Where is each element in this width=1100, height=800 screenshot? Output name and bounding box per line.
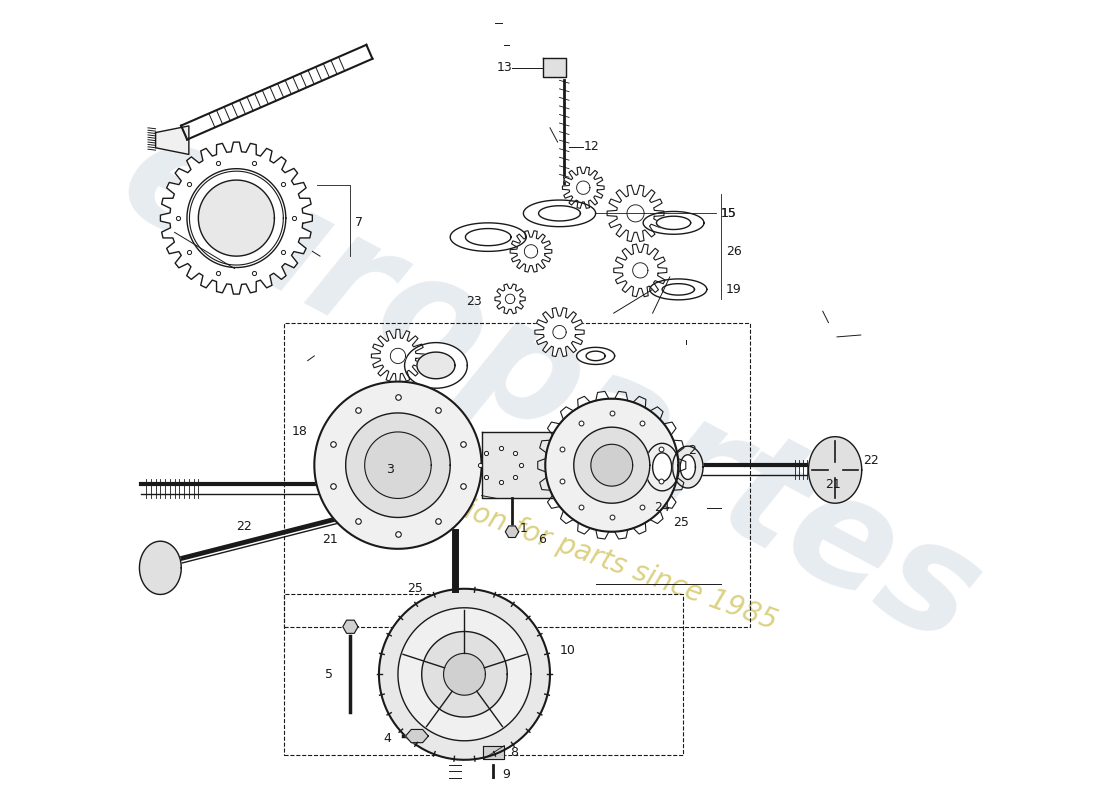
Polygon shape xyxy=(187,169,286,267)
Text: 9: 9 xyxy=(503,767,510,781)
Text: 23: 23 xyxy=(465,295,482,308)
Polygon shape xyxy=(662,284,694,295)
Polygon shape xyxy=(657,216,691,230)
Polygon shape xyxy=(189,171,284,265)
Polygon shape xyxy=(155,126,189,154)
Polygon shape xyxy=(680,454,695,479)
Text: 3: 3 xyxy=(386,463,394,477)
Polygon shape xyxy=(576,181,590,194)
Text: 25: 25 xyxy=(407,582,424,595)
Polygon shape xyxy=(539,206,581,221)
Polygon shape xyxy=(644,211,704,234)
Text: 15: 15 xyxy=(722,207,737,220)
Polygon shape xyxy=(315,382,482,549)
Polygon shape xyxy=(417,352,455,378)
Polygon shape xyxy=(546,398,679,532)
Text: 12: 12 xyxy=(583,140,600,154)
Polygon shape xyxy=(465,229,512,246)
Polygon shape xyxy=(627,205,645,222)
Bar xyxy=(284,594,683,755)
Text: 19: 19 xyxy=(726,283,741,296)
Polygon shape xyxy=(140,542,182,594)
Polygon shape xyxy=(553,326,566,339)
Polygon shape xyxy=(543,58,566,78)
Polygon shape xyxy=(505,294,515,304)
Text: 25: 25 xyxy=(673,516,690,529)
Text: 5: 5 xyxy=(326,668,333,681)
Text: 7: 7 xyxy=(355,216,363,230)
Polygon shape xyxy=(482,432,607,498)
Text: 13: 13 xyxy=(496,62,512,74)
Polygon shape xyxy=(198,180,274,256)
Polygon shape xyxy=(365,432,431,498)
Text: 22: 22 xyxy=(864,454,879,467)
Polygon shape xyxy=(524,200,595,226)
Polygon shape xyxy=(390,348,406,363)
Polygon shape xyxy=(632,262,648,278)
Polygon shape xyxy=(379,589,550,760)
Polygon shape xyxy=(398,608,531,741)
Polygon shape xyxy=(450,223,526,251)
Polygon shape xyxy=(443,654,485,695)
Text: 8: 8 xyxy=(510,746,518,758)
Polygon shape xyxy=(421,631,507,717)
Polygon shape xyxy=(505,526,518,538)
Polygon shape xyxy=(562,167,604,208)
Text: a passion for parts since 1985: a passion for parts since 1985 xyxy=(376,466,781,636)
Polygon shape xyxy=(574,427,650,503)
Polygon shape xyxy=(586,351,605,361)
Polygon shape xyxy=(161,142,312,294)
Polygon shape xyxy=(345,413,450,518)
Text: 21: 21 xyxy=(322,533,338,546)
Polygon shape xyxy=(607,185,664,242)
Bar xyxy=(284,322,749,626)
Polygon shape xyxy=(650,279,707,300)
Polygon shape xyxy=(510,230,552,272)
Text: 18: 18 xyxy=(292,426,308,438)
Polygon shape xyxy=(495,284,525,314)
Polygon shape xyxy=(406,730,428,742)
Text: 2: 2 xyxy=(688,445,695,458)
Text: 6: 6 xyxy=(539,533,547,546)
Polygon shape xyxy=(343,620,358,634)
Polygon shape xyxy=(372,330,425,382)
Text: europartes: europartes xyxy=(97,101,1003,678)
Polygon shape xyxy=(672,446,703,488)
Text: 4: 4 xyxy=(384,733,392,746)
Text: 24: 24 xyxy=(654,502,670,514)
Polygon shape xyxy=(576,347,615,365)
Polygon shape xyxy=(652,453,672,482)
Polygon shape xyxy=(614,244,667,297)
Text: 1: 1 xyxy=(519,522,528,535)
Polygon shape xyxy=(525,245,538,258)
Text: 21: 21 xyxy=(826,478,842,490)
Polygon shape xyxy=(405,342,468,388)
Polygon shape xyxy=(535,308,584,357)
Polygon shape xyxy=(484,746,505,759)
Text: 10: 10 xyxy=(560,644,575,657)
Polygon shape xyxy=(591,444,632,486)
Text: 15: 15 xyxy=(722,207,737,220)
Text: 26: 26 xyxy=(726,245,741,258)
Polygon shape xyxy=(808,437,861,503)
Text: 22: 22 xyxy=(236,521,252,534)
Polygon shape xyxy=(645,443,679,491)
